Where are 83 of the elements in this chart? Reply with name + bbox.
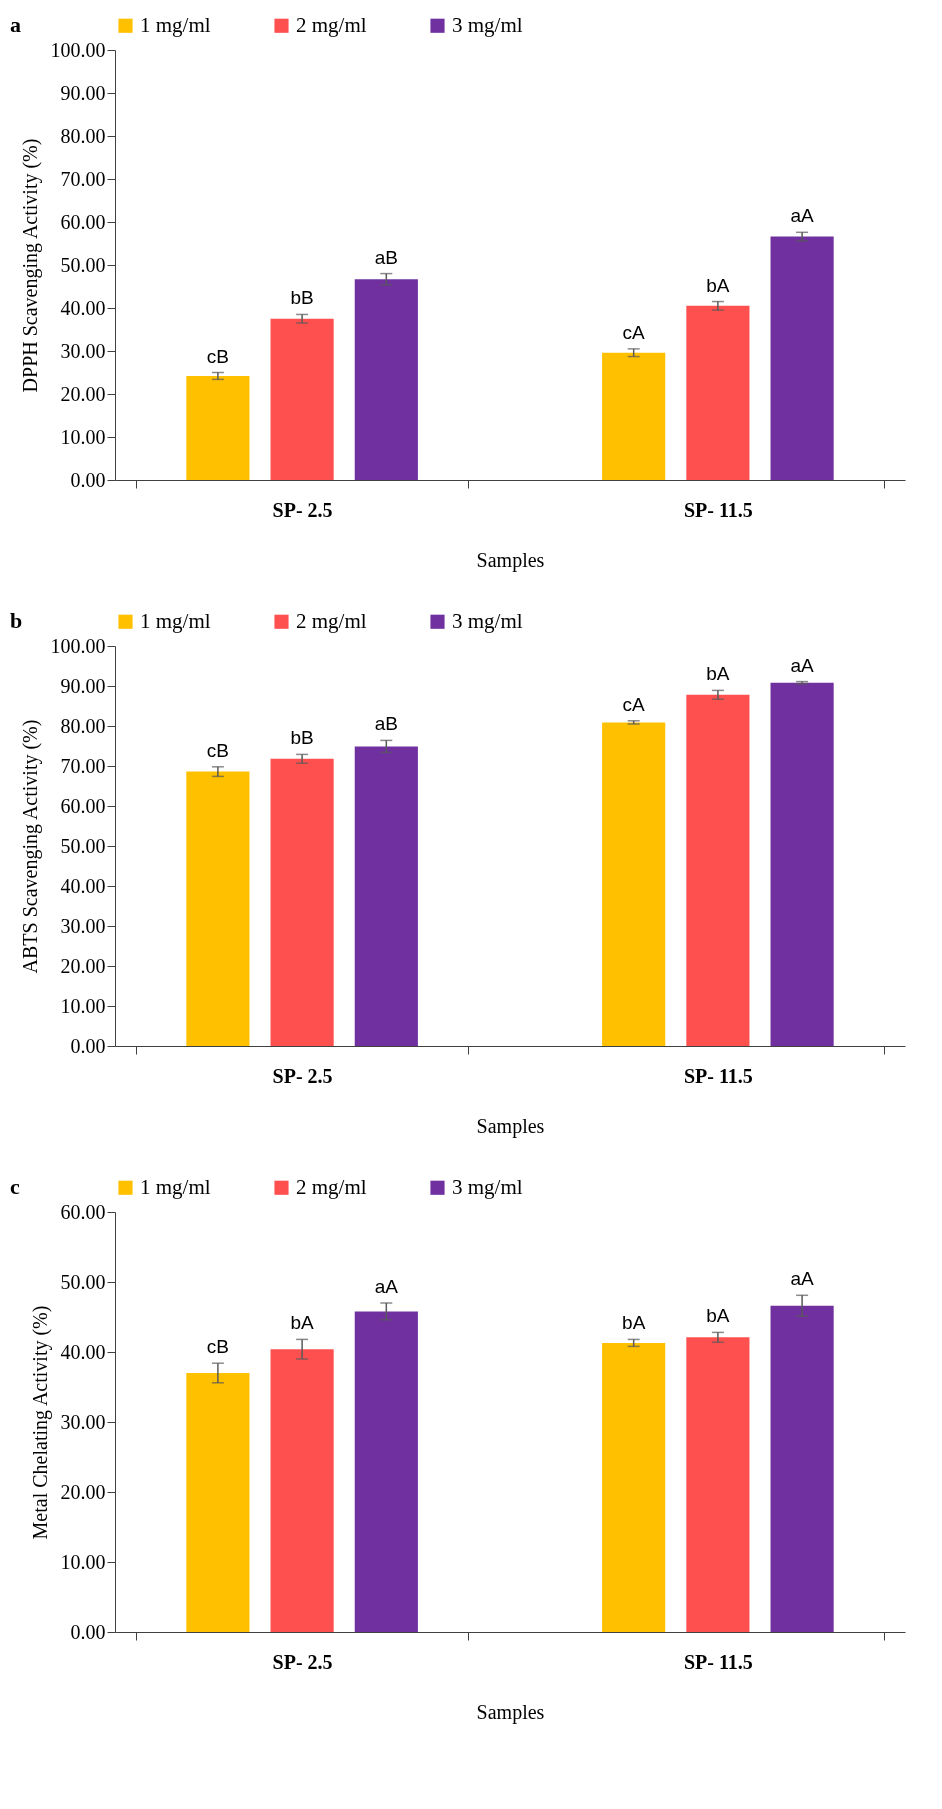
bar bbox=[354, 279, 418, 480]
bar bbox=[686, 694, 750, 1046]
legend-label: 2 mg/ml bbox=[296, 12, 367, 37]
y-tick-label: 80.00 bbox=[60, 714, 106, 737]
y-tick-label: 70.00 bbox=[60, 167, 106, 190]
y-tick-label: 20.00 bbox=[60, 382, 106, 405]
data-label: cB bbox=[206, 345, 229, 367]
y-axis-title: DPPH Scavenging Activity (%) bbox=[18, 138, 42, 393]
bar bbox=[602, 722, 666, 1046]
y-tick-label: 30.00 bbox=[60, 1410, 106, 1433]
bar bbox=[270, 318, 334, 480]
chart-title: a bbox=[10, 12, 21, 37]
y-tick-label: 20.00 bbox=[60, 1480, 106, 1503]
y-tick-label: 10.00 bbox=[60, 1550, 106, 1573]
legend-label: 1 mg/ml bbox=[140, 12, 211, 37]
y-tick-label: 30.00 bbox=[60, 339, 106, 362]
data-label: aB bbox=[374, 246, 398, 268]
chart-title: c bbox=[10, 1174, 20, 1199]
data-label: bB bbox=[290, 287, 314, 309]
legend-label: 3 mg/ml bbox=[452, 12, 523, 37]
data-label: cA bbox=[622, 321, 646, 343]
y-tick-label: 20.00 bbox=[60, 954, 106, 977]
y-tick-label: 70.00 bbox=[60, 754, 106, 777]
y-tick-label: 60.00 bbox=[60, 794, 106, 817]
x-axis-title: Samples bbox=[476, 1700, 545, 1724]
bar bbox=[270, 758, 334, 1046]
data-label: cB bbox=[206, 739, 229, 761]
bar bbox=[686, 305, 750, 480]
y-tick-label: 90.00 bbox=[60, 674, 106, 697]
x-tick-label: SP- 2.5 bbox=[272, 498, 333, 521]
data-label: aA bbox=[790, 205, 815, 227]
y-tick-label: 50.00 bbox=[60, 834, 106, 857]
y-tick-label: 100.00 bbox=[50, 38, 106, 61]
y-tick-label: 60.00 bbox=[60, 210, 106, 233]
data-label: bA bbox=[706, 1305, 730, 1327]
bar bbox=[602, 352, 666, 480]
y-tick-label: 10.00 bbox=[60, 994, 106, 1017]
y-tick-label: 0.00 bbox=[70, 1620, 106, 1643]
x-tick-label: SP- 11.5 bbox=[683, 1650, 753, 1673]
bar bbox=[354, 746, 418, 1046]
y-tick-label: 40.00 bbox=[60, 874, 106, 897]
data-label: cB bbox=[206, 1336, 229, 1358]
y-tick-label: 60.00 bbox=[60, 1200, 106, 1223]
data-label: bA bbox=[290, 1312, 315, 1334]
data-label: bA bbox=[622, 1312, 646, 1334]
data-label: aA bbox=[790, 654, 815, 676]
y-tick-label: 0.00 bbox=[70, 1034, 106, 1057]
data-label: bA bbox=[706, 274, 730, 296]
y-tick-label: 50.00 bbox=[60, 1270, 106, 1293]
y-tick-label: 80.00 bbox=[60, 124, 106, 147]
data-label: bA bbox=[706, 663, 730, 685]
y-tick-label: 50.00 bbox=[60, 253, 106, 276]
bar bbox=[770, 236, 834, 480]
data-label: aA bbox=[374, 1276, 399, 1297]
x-tick-label: SP- 2.5 bbox=[272, 1064, 333, 1087]
x-tick-label: SP- 2.5 bbox=[272, 1650, 333, 1673]
y-tick-label: 40.00 bbox=[60, 296, 106, 319]
legend-label: 2 mg/ml bbox=[296, 1174, 367, 1199]
y-axis-title: Metal Chelating Activity (%) bbox=[28, 1305, 52, 1540]
bar bbox=[186, 375, 250, 480]
x-tick-label: SP- 11.5 bbox=[683, 1064, 753, 1087]
x-axis-title: Samples bbox=[476, 1114, 545, 1138]
legend-label: 3 mg/ml bbox=[452, 1174, 523, 1199]
legend-label: 1 mg/ml bbox=[140, 608, 211, 633]
chart-title: b bbox=[10, 608, 23, 633]
bar bbox=[186, 771, 250, 1046]
y-axis-title: ABTS Scavenging Activity (%) bbox=[18, 719, 42, 974]
y-tick-label: 90.00 bbox=[60, 81, 106, 104]
x-axis-title: Samples bbox=[476, 548, 545, 572]
legend-label: 3 mg/ml bbox=[452, 608, 523, 633]
legend-label: 2 mg/ml bbox=[296, 608, 367, 633]
data-label: aA bbox=[790, 1268, 815, 1290]
data-label: cA bbox=[622, 693, 646, 715]
y-tick-label: 10.00 bbox=[60, 425, 106, 448]
y-tick-label: 100.00 bbox=[50, 634, 106, 657]
bar bbox=[770, 682, 834, 1046]
data-label: aB bbox=[374, 713, 398, 735]
y-tick-label: 0.00 bbox=[70, 468, 106, 491]
x-tick-label: SP- 11.5 bbox=[683, 498, 753, 521]
y-tick-label: 30.00 bbox=[60, 914, 106, 937]
legend-label: 1 mg/ml bbox=[140, 1174, 211, 1199]
data-label: bB bbox=[290, 727, 314, 749]
y-tick-label: 40.00 bbox=[60, 1340, 106, 1363]
